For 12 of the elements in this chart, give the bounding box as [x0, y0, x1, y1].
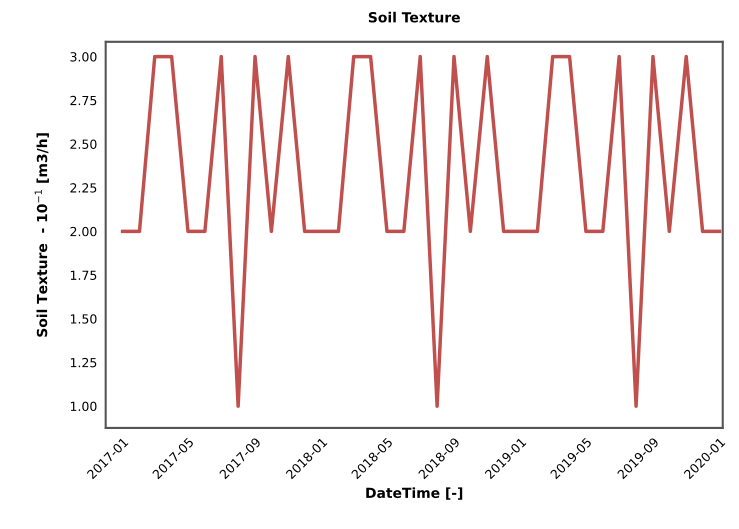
y-tick-label: 2.25 [70, 183, 96, 193]
y-tick-label: 1.00 [70, 402, 97, 412]
y-tick-label: 1.50 [70, 314, 97, 324]
chart-title: Soil Texture [368, 12, 460, 23]
y-tick-label: 2.75 [70, 96, 96, 106]
y-tick-label: 2.50 [70, 139, 97, 149]
y-tick-label: 1.25 [70, 358, 96, 368]
y-axis-title: Soil Texture - 10$^{−1}$ [m3/h] [34, 133, 49, 337]
x-axis-title: DateTime [-] [366, 487, 462, 500]
y-tick-label: 2.00 [70, 226, 97, 236]
y-tick-label: 1.75 [70, 270, 96, 280]
y-tick-label: 3.00 [70, 52, 97, 62]
